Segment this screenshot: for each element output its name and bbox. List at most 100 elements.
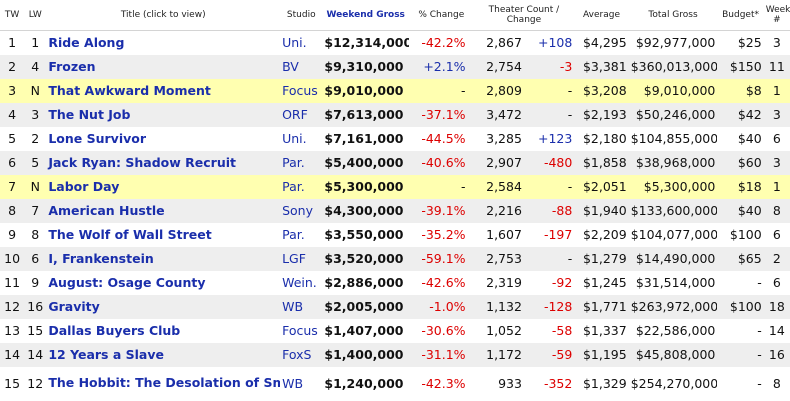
movie-title-link[interactable]: The Nut Job [48, 106, 131, 122]
movie-title-link[interactable]: That Awkward Moment [48, 82, 211, 98]
col-theater-header[interactable]: Theater Count / Change [473, 0, 575, 31]
percent-change: -1.0% [429, 299, 466, 314]
col-weekend-gross-header[interactable]: Weekend Gross [322, 0, 410, 31]
studio-link[interactable]: Par. [282, 155, 305, 170]
movie-title-link[interactable]: Dallas Buyers Club [48, 322, 181, 338]
rank-last-week: 6 [31, 251, 40, 266]
col-tw-header[interactable]: TW [0, 0, 25, 31]
percent-change: - [461, 83, 466, 98]
movie-title-link[interactable]: The Wolf of Wall Street [48, 226, 212, 242]
studio-link[interactable]: Uni. [282, 35, 307, 51]
rank-this-week: 11 [4, 275, 21, 290]
table-row: 14 14 12 Years a Slave FoxS $1,400,000 -31.1%… [0, 342, 790, 367]
movie-title-link[interactable]: August: Osage County [48, 274, 206, 290]
table-body: 1 1 Ride Along Uni. $12,314,000 -42.2% 2,867 +1… [0, 30, 790, 400]
movie-title-link[interactable]: Jack Ryan: Shadow Recruit [48, 154, 236, 170]
studio-link[interactable]: WB [282, 375, 304, 391]
total-gross: $22,586,000 [635, 323, 716, 338]
movie-title-link[interactable]: Labor Day [48, 178, 120, 194]
budget: $60 [737, 155, 762, 170]
studio-link[interactable]: FoxS [282, 347, 312, 362]
movie-title-link[interactable]: I, Frankenstein [48, 250, 154, 266]
budget: $150 [729, 59, 762, 74]
total-gross: $133,600,000 [630, 203, 718, 218]
percent-change: +2.1% [423, 59, 466, 74]
theater-change: -88 [551, 203, 573, 218]
movie-title-link[interactable]: Ride Along [48, 34, 125, 50]
budget: - [757, 347, 762, 362]
col-studio-header[interactable]: Studio [280, 0, 323, 31]
studio-link[interactable]: Wein. [282, 275, 317, 290]
average: $1,771 [582, 299, 627, 314]
theater-count: 2,867 [486, 35, 522, 51]
theater-count: 2,216 [486, 203, 522, 218]
rank-last-week: 2 [31, 131, 40, 146]
rank-last-week: 14 [27, 347, 44, 362]
week-number: 6 [772, 131, 781, 146]
average: $1,337 [582, 323, 627, 338]
theater-change: -58 [551, 323, 573, 338]
total-gross: $9,010,000 [643, 83, 716, 98]
theater-change: -197 [543, 227, 573, 242]
weekend-gross: $7,161,000 [324, 131, 404, 146]
studio-link[interactable]: Focus [282, 323, 318, 338]
table-row: 10 6 I, Frankenstein LGF $3,520,000 -59.1% 2,7… [0, 246, 790, 271]
weekend-gross-label: Weekend Gross [326, 10, 405, 20]
budget: $18 [737, 179, 762, 194]
total-gross: $31,514,000 [635, 275, 716, 290]
studio-link[interactable]: Sony [282, 203, 313, 218]
col-total-gross-header[interactable]: Total Gross [628, 0, 718, 31]
theater-change: -92 [551, 275, 573, 290]
studio-link[interactable]: ORF [282, 107, 308, 122]
rank-this-week: 10 [4, 251, 21, 266]
rank-last-week: 9 [31, 275, 40, 290]
movie-title-link[interactable]: Gravity [48, 298, 100, 314]
movie-title-link[interactable]: The Hobbit: The Desolation of Smaug [48, 375, 281, 390]
theater-change: -352 [543, 375, 573, 391]
studio-link[interactable]: LGF [282, 251, 306, 266]
rank-this-week: 12 [4, 299, 21, 314]
percent-change: -37.1% [421, 107, 466, 122]
table-row: 2 4 Frozen BV $9,310,000 +2.1% 2,754 -3 $3,381 $3… [0, 54, 790, 79]
table-row: 4 3 The Nut Job ORF $7,613,000 -37.1% 3,472- $2… [0, 102, 790, 127]
rank-this-week: 3 [8, 83, 17, 98]
theater-count: 1,172 [486, 347, 522, 362]
col-budget-header[interactable]: Budget* [717, 0, 764, 31]
theater-change: -480 [543, 155, 573, 170]
rank-this-week: 15 [4, 375, 21, 391]
studio-link[interactable]: Par. [282, 227, 305, 242]
week-number: 16 [768, 347, 785, 362]
rank-this-week: 14 [4, 347, 21, 362]
movie-title-link[interactable]: Frozen [48, 58, 96, 74]
col-lw-header[interactable]: LW [24, 0, 47, 31]
col-title-header[interactable]: Title (click to view) [46, 0, 281, 31]
studio-link[interactable]: Par. [282, 179, 305, 194]
studio-link[interactable]: WB [282, 299, 304, 314]
theater-change: +108 [537, 35, 573, 51]
week-number: 2 [772, 251, 781, 266]
average: $2,180 [582, 131, 627, 146]
rank-this-week: 6 [8, 155, 17, 170]
theater-change: - [567, 107, 573, 122]
studio-link[interactable]: BV [282, 59, 299, 74]
average: $1,858 [582, 155, 627, 170]
theater-change: -128 [543, 299, 573, 314]
studio-link[interactable]: Uni. [282, 131, 307, 146]
studio-link[interactable]: Focus [282, 83, 318, 98]
table-row: 15 12 The Hobbit: The Desolation of SmaugW… [0, 366, 790, 400]
movie-title-link[interactable]: Lone Survivor [48, 130, 147, 146]
movie-title-link[interactable]: American Hustle [48, 202, 165, 218]
col-week-header[interactable]: Week # [763, 0, 790, 31]
budget: $65 [737, 251, 762, 266]
theater-count: 2,907 [486, 155, 522, 170]
rank-this-week: 9 [8, 227, 17, 242]
theater-change: - [567, 179, 573, 194]
col-pct-change-header[interactable]: % Change [409, 0, 474, 31]
total-gross: $360,013,000 [630, 59, 718, 74]
rank-last-week: 15 [27, 323, 44, 338]
percent-change: - [461, 179, 466, 194]
budget: $40 [737, 131, 762, 146]
percent-change: -35.2% [421, 227, 466, 242]
col-average-header[interactable]: Average [574, 0, 629, 31]
movie-title-link[interactable]: 12 Years a Slave [48, 346, 164, 362]
